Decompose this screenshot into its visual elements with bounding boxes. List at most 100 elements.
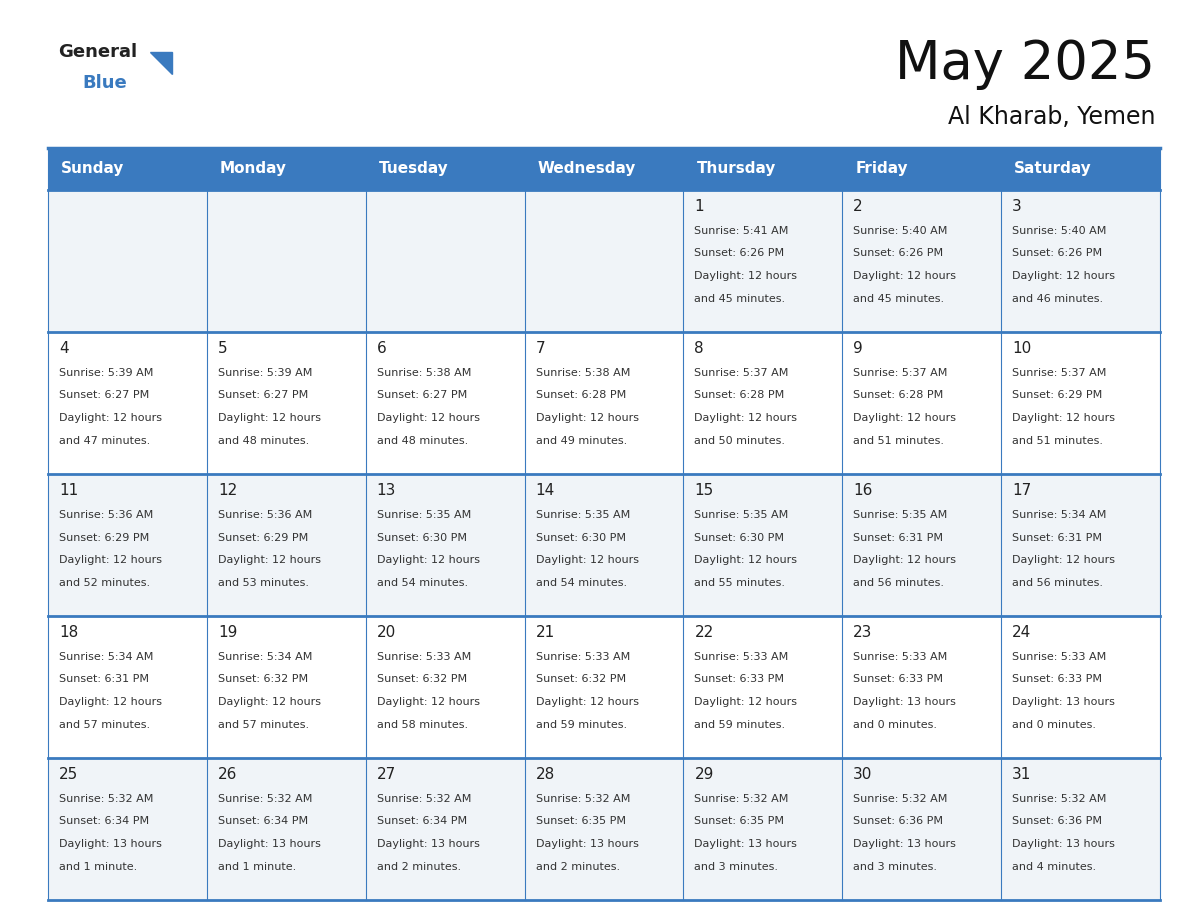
Text: and 48 minutes.: and 48 minutes. — [377, 435, 468, 445]
Text: and 57 minutes.: and 57 minutes. — [59, 720, 150, 730]
Text: Sunrise: 5:36 AM: Sunrise: 5:36 AM — [59, 510, 153, 520]
Text: and 53 minutes.: and 53 minutes. — [217, 577, 309, 588]
Text: Daylight: 12 hours: Daylight: 12 hours — [1012, 555, 1116, 565]
Text: and 3 minutes.: and 3 minutes. — [695, 861, 778, 871]
Text: and 2 minutes.: and 2 minutes. — [536, 861, 620, 871]
Bar — [842, 474, 1001, 616]
Text: Daylight: 12 hours: Daylight: 12 hours — [1012, 413, 1116, 423]
Bar — [525, 616, 683, 758]
Text: Sunset: 6:28 PM: Sunset: 6:28 PM — [695, 390, 785, 400]
Text: and 1 minute.: and 1 minute. — [217, 861, 296, 871]
Text: 19: 19 — [217, 625, 238, 640]
Text: 24: 24 — [1012, 625, 1031, 640]
Text: and 52 minutes.: and 52 minutes. — [59, 577, 150, 588]
Text: 21: 21 — [536, 625, 555, 640]
Text: Sunrise: 5:41 AM: Sunrise: 5:41 AM — [695, 226, 789, 236]
Text: Sunset: 6:35 PM: Sunset: 6:35 PM — [536, 816, 626, 826]
Bar — [48, 616, 207, 758]
Text: 25: 25 — [59, 767, 78, 782]
Text: 23: 23 — [853, 625, 873, 640]
Text: Sunset: 6:33 PM: Sunset: 6:33 PM — [1012, 675, 1102, 685]
Text: Sunrise: 5:39 AM: Sunrise: 5:39 AM — [59, 368, 153, 378]
Text: 5: 5 — [217, 341, 227, 356]
Text: Sunset: 6:35 PM: Sunset: 6:35 PM — [695, 816, 784, 826]
Text: Sunrise: 5:37 AM: Sunrise: 5:37 AM — [853, 368, 948, 378]
Text: 15: 15 — [695, 483, 714, 498]
Bar — [842, 332, 1001, 474]
Text: Sunset: 6:34 PM: Sunset: 6:34 PM — [217, 816, 308, 826]
Text: Sunset: 6:29 PM: Sunset: 6:29 PM — [217, 532, 308, 543]
Bar — [683, 332, 842, 474]
Text: Tuesday: Tuesday — [379, 162, 448, 176]
Text: 2: 2 — [853, 199, 862, 214]
Text: Al Kharab, Yemen: Al Kharab, Yemen — [948, 105, 1155, 129]
Text: Daylight: 12 hours: Daylight: 12 hours — [853, 555, 956, 565]
Text: and 45 minutes.: and 45 minutes. — [853, 294, 944, 304]
Text: 9: 9 — [853, 341, 862, 356]
Text: May 2025: May 2025 — [895, 38, 1155, 90]
Bar — [207, 474, 366, 616]
Text: and 4 minutes.: and 4 minutes. — [1012, 861, 1097, 871]
Text: Sunset: 6:34 PM: Sunset: 6:34 PM — [59, 816, 150, 826]
Text: Sunrise: 5:32 AM: Sunrise: 5:32 AM — [695, 794, 789, 804]
Text: Daylight: 13 hours: Daylight: 13 hours — [1012, 839, 1116, 849]
Text: Daylight: 12 hours: Daylight: 12 hours — [536, 413, 639, 423]
Text: Sunrise: 5:32 AM: Sunrise: 5:32 AM — [377, 794, 472, 804]
Bar — [683, 616, 842, 758]
Text: Sunset: 6:27 PM: Sunset: 6:27 PM — [217, 390, 308, 400]
Text: Daylight: 12 hours: Daylight: 12 hours — [695, 697, 797, 707]
Text: and 47 minutes.: and 47 minutes. — [59, 435, 150, 445]
Text: and 0 minutes.: and 0 minutes. — [1012, 720, 1097, 730]
Bar — [1001, 616, 1159, 758]
Text: Daylight: 12 hours: Daylight: 12 hours — [695, 413, 797, 423]
Bar — [48, 758, 207, 900]
Text: Daylight: 13 hours: Daylight: 13 hours — [377, 839, 480, 849]
Text: 11: 11 — [59, 483, 78, 498]
Text: Daylight: 13 hours: Daylight: 13 hours — [217, 839, 321, 849]
Text: Sunset: 6:26 PM: Sunset: 6:26 PM — [695, 249, 784, 259]
Text: 13: 13 — [377, 483, 396, 498]
Text: Sunrise: 5:37 AM: Sunrise: 5:37 AM — [1012, 368, 1106, 378]
Text: Daylight: 12 hours: Daylight: 12 hours — [217, 555, 321, 565]
Text: 26: 26 — [217, 767, 238, 782]
Bar — [48, 148, 1159, 190]
Bar — [48, 190, 207, 332]
Bar — [525, 474, 683, 616]
Text: Sunset: 6:26 PM: Sunset: 6:26 PM — [1012, 249, 1102, 259]
Text: and 45 minutes.: and 45 minutes. — [695, 294, 785, 304]
Bar — [366, 758, 525, 900]
Text: Sunrise: 5:32 AM: Sunrise: 5:32 AM — [536, 794, 630, 804]
Bar — [1001, 190, 1159, 332]
Text: and 49 minutes.: and 49 minutes. — [536, 435, 627, 445]
Text: Daylight: 13 hours: Daylight: 13 hours — [853, 697, 956, 707]
Text: Sunset: 6:28 PM: Sunset: 6:28 PM — [536, 390, 626, 400]
Text: and 57 minutes.: and 57 minutes. — [217, 720, 309, 730]
Bar — [207, 758, 366, 900]
Text: Daylight: 12 hours: Daylight: 12 hours — [217, 413, 321, 423]
Bar — [683, 758, 842, 900]
Text: Sunset: 6:33 PM: Sunset: 6:33 PM — [695, 675, 784, 685]
Text: Sunset: 6:32 PM: Sunset: 6:32 PM — [536, 675, 626, 685]
Bar — [842, 758, 1001, 900]
Text: Sunset: 6:30 PM: Sunset: 6:30 PM — [536, 532, 626, 543]
Bar — [525, 190, 683, 332]
Text: Sunset: 6:29 PM: Sunset: 6:29 PM — [59, 532, 150, 543]
Text: Sunrise: 5:34 AM: Sunrise: 5:34 AM — [217, 652, 312, 662]
Text: Sunset: 6:34 PM: Sunset: 6:34 PM — [377, 816, 467, 826]
Text: Sunset: 6:27 PM: Sunset: 6:27 PM — [59, 390, 150, 400]
Bar — [842, 616, 1001, 758]
Text: Sunrise: 5:32 AM: Sunrise: 5:32 AM — [1012, 794, 1106, 804]
Bar — [683, 474, 842, 616]
Text: Sunset: 6:31 PM: Sunset: 6:31 PM — [1012, 532, 1102, 543]
Text: Daylight: 13 hours: Daylight: 13 hours — [536, 839, 638, 849]
Bar — [842, 190, 1001, 332]
Text: Daylight: 12 hours: Daylight: 12 hours — [59, 413, 162, 423]
Bar — [1001, 474, 1159, 616]
Bar — [207, 616, 366, 758]
Text: Daylight: 12 hours: Daylight: 12 hours — [853, 271, 956, 281]
Text: and 59 minutes.: and 59 minutes. — [536, 720, 627, 730]
Text: Sunset: 6:33 PM: Sunset: 6:33 PM — [853, 675, 943, 685]
Text: Sunset: 6:36 PM: Sunset: 6:36 PM — [853, 816, 943, 826]
Bar — [366, 190, 525, 332]
Text: 27: 27 — [377, 767, 396, 782]
